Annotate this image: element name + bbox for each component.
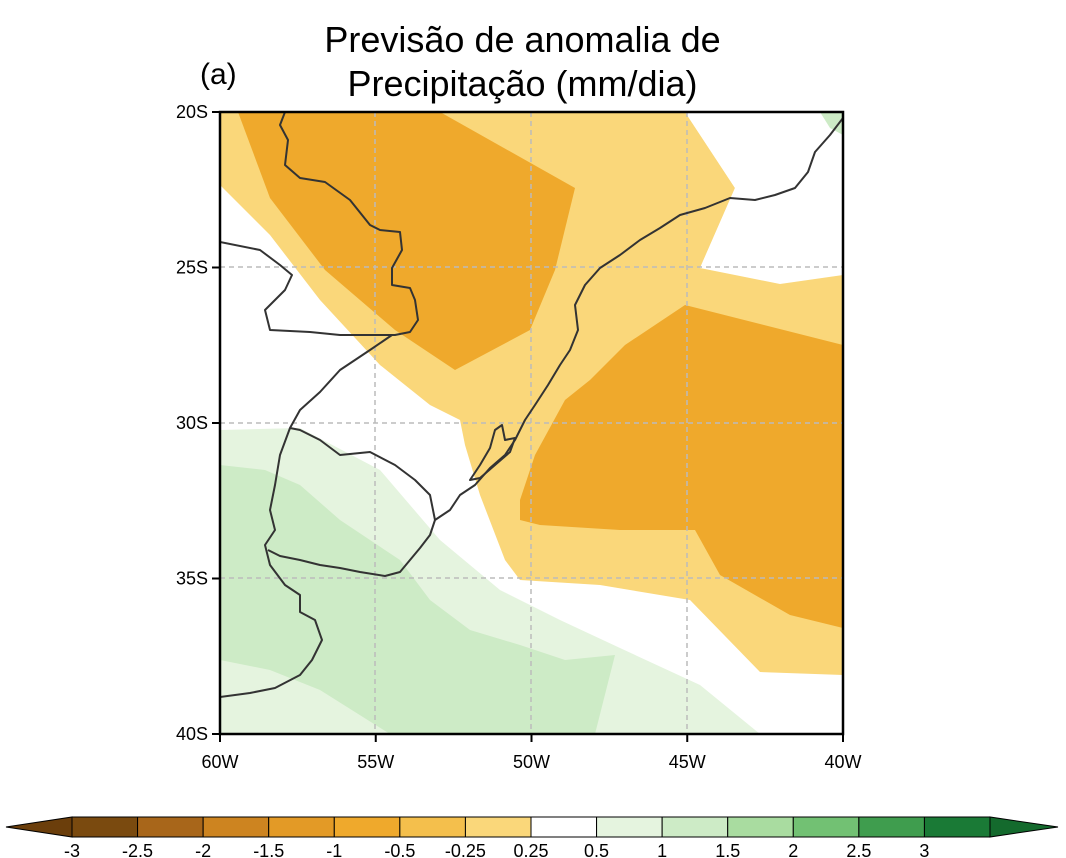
lat-tick-label: 25S (176, 258, 208, 278)
uruguay-border (289, 334, 436, 521)
lat-tick-label: 30S (176, 413, 208, 433)
lon-tick-label: 45W (669, 752, 706, 772)
colorbar-swatch (464, 816, 532, 838)
wet-medium-region (220, 465, 615, 734)
colorbar-label: 0.25 (513, 841, 548, 858)
lat-tick-label: 35S (176, 569, 208, 589)
colorbar-swatch (858, 816, 925, 838)
colorbar-label: 3 (919, 841, 929, 858)
colorbar: -3 -2.5 -2 -1.5 -1 -0.5 -0.25 0.25 0.5 1 1.5 2 2.5 3 (5, 816, 1059, 858)
colorbar-swatch (399, 816, 466, 838)
map-title: Previsão de anomalia de Precipitação (mm… (250, 18, 795, 106)
axis-ticks (212, 111, 844, 742)
colorbar-swatch (268, 816, 335, 838)
colorbar-label: 1 (657, 841, 667, 858)
lon-tick-label: 40W (824, 752, 861, 772)
colorbar-label: -1.5 (253, 841, 284, 858)
colorbar-swatch (333, 816, 401, 838)
colorbar-label: -2 (195, 841, 211, 858)
lon-tick-label: 50W (513, 752, 550, 772)
map-title-line2: Precipitação (mm/dia) (347, 63, 698, 104)
colorbar-swatch (792, 816, 860, 838)
colorbar-label: 2 (788, 841, 798, 858)
colorbar-swatch (661, 816, 729, 838)
atlantic-coastline (267, 117, 843, 577)
axis-tick-labels: 20S 25S 30S 35S 40S 60W 55W 50W 45W 40W (176, 102, 862, 772)
colorbar-label: 0.5 (584, 841, 609, 858)
argentina-coast (220, 427, 323, 698)
colorbar-swatch (137, 816, 204, 838)
colorbar-swatch (923, 816, 991, 838)
dry-medium-region-east (520, 305, 843, 628)
colorbar-swatch (71, 816, 139, 838)
wet-light-patch-corner (820, 112, 843, 135)
panel-label: (a) (200, 58, 237, 91)
colorbar-label: 2.5 (846, 841, 871, 858)
coastline-layer (220, 112, 843, 698)
colorbar-swatch (202, 816, 270, 838)
colorbar-high-end (989, 816, 1059, 838)
brazil-west-border (220, 112, 419, 336)
dry-medium-region-north (238, 112, 575, 370)
colorbar-low-end (5, 816, 73, 838)
gridlines (220, 112, 843, 734)
lon-tick-label: 60W (201, 752, 238, 772)
colorbar-label: -0.5 (384, 841, 415, 858)
lat-tick-label: 20S (176, 102, 208, 122)
colorbar-label: 1.5 (715, 841, 740, 858)
colorbar-label: -1 (326, 841, 342, 858)
lon-tick-label: 55W (357, 752, 394, 772)
colorbar-swatch (727, 816, 794, 838)
lat-tick-label: 40S (176, 724, 208, 744)
colorbar-swatch (530, 816, 598, 838)
colorbar-swatch (596, 816, 663, 838)
colorbar-label: -3 (64, 841, 80, 858)
map-title-line1: Previsão de anomalia de (324, 19, 721, 60)
lagoa-dos-patos (469, 424, 516, 481)
colorbar-label: -0.25 (445, 841, 486, 858)
colorbar-label: -2.5 (122, 841, 153, 858)
